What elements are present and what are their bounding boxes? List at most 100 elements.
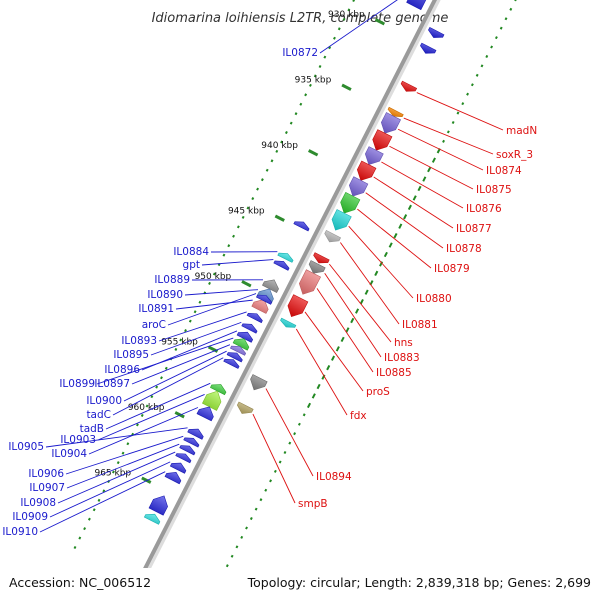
gene-label-tadb[interactable]: tadB — [80, 423, 104, 435]
gc-dot — [289, 121, 293, 125]
gc-dot — [265, 168, 269, 172]
gene-label-il0900[interactable]: IL0900 — [86, 395, 122, 407]
gene-il0872[interactable] — [406, 0, 428, 11]
gene-il0874[interactable] — [380, 112, 402, 134]
gene-il0876[interactable] — [364, 146, 384, 165]
gene-label-il0897[interactable]: IL0897 — [94, 378, 130, 390]
gene-label-il0894[interactable]: IL0894 — [316, 471, 352, 483]
gc-dot — [283, 451, 287, 455]
gene-tadb[interactable] — [209, 384, 227, 396]
gene-il0884[interactable] — [277, 252, 294, 263]
gene-label-aroc[interactable]: aroC — [142, 319, 166, 331]
gene-il0894[interactable] — [250, 374, 268, 391]
gene-forward-unlabeled-4[interactable] — [420, 42, 437, 54]
gene-il0891[interactable] — [251, 299, 269, 314]
gc-dot — [256, 187, 260, 191]
gene-il0904[interactable] — [196, 406, 214, 422]
gene-label-il0881[interactable]: IL0881 — [402, 319, 438, 331]
leader-line-il0890 — [184, 289, 259, 296]
gene-il0897[interactable] — [229, 345, 247, 356]
gene-label-il0884[interactable]: IL0884 — [173, 246, 209, 258]
gene-il0881[interactable] — [324, 229, 342, 243]
gene-il0893[interactable] — [246, 312, 263, 324]
gene-fdx[interactable] — [280, 317, 297, 328]
gene-il0880[interactable] — [331, 209, 352, 231]
gene-il0907[interactable] — [179, 445, 196, 456]
gene-il0899[interactable] — [232, 338, 250, 351]
gene-il0878[interactable] — [348, 176, 369, 197]
gc-dot — [466, 92, 470, 96]
gene-label-il0878[interactable]: IL0878 — [446, 243, 482, 255]
gene-il0908[interactable] — [175, 453, 192, 464]
gc-dot — [212, 272, 216, 276]
gene-label-il0908[interactable]: IL0908 — [20, 497, 56, 509]
gene-label-il0890[interactable]: IL0890 — [147, 289, 183, 301]
gene-label-il0872[interactable]: IL0872 — [282, 47, 318, 59]
gene-hns[interactable] — [313, 252, 330, 264]
gene-soxr-3[interactable] — [387, 106, 404, 118]
gene-il0896[interactable] — [236, 331, 254, 343]
gene-il0905[interactable] — [187, 428, 204, 440]
gene-label-gpt[interactable]: gpt — [183, 259, 200, 271]
gene-label-il0877[interactable]: IL0877 — [456, 223, 492, 235]
gene-forward-unlabeled-3[interactable] — [428, 26, 445, 38]
gene-reverse-unlabeled-1[interactable] — [148, 495, 168, 516]
gc-dot — [259, 498, 263, 502]
gene-il0889[interactable] — [261, 279, 279, 294]
gene-label-pros[interactable]: proS — [366, 386, 390, 398]
gene-label-il0891[interactable]: IL0891 — [138, 303, 174, 315]
gene-il0903[interactable] — [201, 390, 222, 411]
gene-label-il0880[interactable]: IL0880 — [416, 293, 452, 305]
gene-pros[interactable] — [287, 294, 309, 317]
gene-label-il0889[interactable]: IL0889 — [154, 274, 190, 286]
gene-label-il0885[interactable]: IL0885 — [376, 367, 412, 379]
gene-label-il0910[interactable]: IL0910 — [2, 526, 38, 538]
gene-reverse-unlabeled-0[interactable] — [293, 221, 310, 232]
gene-il0877[interactable] — [356, 160, 377, 181]
gene-label-tadc[interactable]: tadC — [86, 409, 111, 421]
gene-il0879[interactable] — [340, 191, 361, 214]
gene-il0885[interactable] — [298, 269, 322, 295]
gc-dot — [245, 526, 248, 530]
gene-il0910[interactable] — [164, 471, 182, 485]
gene-label-il0909[interactable]: IL0909 — [12, 511, 48, 523]
gene-label-il0899[interactable]: IL0899 — [59, 378, 95, 390]
gene-il0900[interactable] — [226, 352, 243, 363]
gene-smpb[interactable] — [236, 401, 254, 414]
gene-label-fdx[interactable]: fdx — [350, 410, 367, 422]
gene-il0906[interactable] — [183, 437, 200, 448]
gene-label-soxr-3[interactable]: soxR_3 — [496, 149, 533, 161]
gene-label-il0895[interactable]: IL0895 — [113, 349, 149, 361]
gc-dot — [321, 374, 326, 380]
gene-aroc[interactable] — [255, 294, 273, 305]
gene-madn[interactable] — [400, 80, 418, 92]
gene-label-il0903[interactable]: IL0903 — [60, 434, 96, 446]
gene-label-il0875[interactable]: IL0875 — [476, 184, 512, 196]
gene-il0883[interactable] — [308, 260, 326, 274]
gene-label-il0896[interactable]: IL0896 — [104, 364, 140, 376]
gene-label-il0876[interactable]: IL0876 — [466, 203, 502, 215]
gene-il0875[interactable] — [372, 129, 393, 151]
leader-line-il0905 — [45, 427, 188, 448]
gene-label-hns[interactable]: hns — [394, 337, 413, 349]
gene-gpt[interactable] — [273, 260, 290, 271]
gene-reverse-unlabeled-2[interactable] — [143, 513, 161, 525]
gene-label-il0893[interactable]: IL0893 — [121, 335, 157, 347]
gene-tadc[interactable] — [223, 358, 240, 369]
gc-dot — [352, 0, 356, 3]
gene-label-madn[interactable]: madN — [506, 125, 537, 137]
gene-label-smpb[interactable]: smpB — [298, 498, 328, 510]
gene-label-il0905[interactable]: IL0905 — [8, 441, 44, 453]
gc-dot — [160, 376, 163, 380]
gc-dot — [309, 83, 312, 87]
gene-label-il0904[interactable]: IL0904 — [51, 448, 87, 460]
gene-label-il0879[interactable]: IL0879 — [434, 263, 470, 275]
gene-label-il0906[interactable]: IL0906 — [28, 468, 64, 480]
gene-label-il0883[interactable]: IL0883 — [384, 352, 420, 364]
gene-il0895[interactable] — [241, 323, 258, 334]
gene-il0909[interactable] — [169, 462, 187, 474]
gc-dot — [509, 7, 513, 11]
backbone-shadow — [128, 0, 441, 600]
gene-label-il0874[interactable]: IL0874 — [486, 165, 522, 177]
gene-label-il0907[interactable]: IL0907 — [29, 482, 65, 494]
